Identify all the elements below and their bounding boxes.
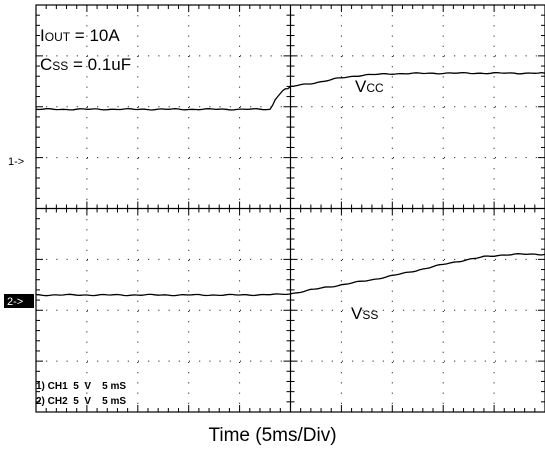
ch2-trace <box>35 253 545 297</box>
channel-info: 1) CH1 5 V 5 mS 2) CH2 5 V 5 mS <box>36 381 126 407</box>
iout-post: = 10A <box>70 26 120 45</box>
ch1-trace <box>35 71 545 111</box>
plot-annotations: IOUT = 10A CSS = 0.1uF VCC VSS <box>40 26 384 323</box>
ch1-info: 1) CH1 5 V 5 mS <box>36 381 126 392</box>
vcc-pre: V <box>355 77 367 96</box>
css-pre: C <box>40 55 52 74</box>
ch2-marker-bg <box>4 294 34 308</box>
css-annotation: CSS = 0.1uF <box>40 55 131 74</box>
iout-sub: OUT <box>45 30 71 44</box>
vcc-sub: CC <box>366 81 384 95</box>
css-sub: SS <box>52 59 68 73</box>
x-axis-label: Time (5ms/Div) <box>208 425 337 446</box>
ch2-info: 2) CH2 5 V 5 mS <box>36 396 126 407</box>
ch1-marker: 1-> <box>8 156 24 168</box>
vss-sub: SS <box>362 308 378 322</box>
css-post: = 0.1uF <box>68 55 131 74</box>
vss-label: VSS <box>351 304 378 323</box>
vss-pre: V <box>351 304 363 323</box>
plot-grid <box>35 4 545 413</box>
traces <box>35 71 545 297</box>
ch2-marker: 2-> <box>7 296 23 308</box>
channel-markers: 1-> 2-> <box>4 156 34 308</box>
iout-annotation: IOUT = 10A <box>40 26 120 45</box>
iout-pre: I <box>40 26 45 45</box>
vcc-label: VCC <box>355 77 384 96</box>
